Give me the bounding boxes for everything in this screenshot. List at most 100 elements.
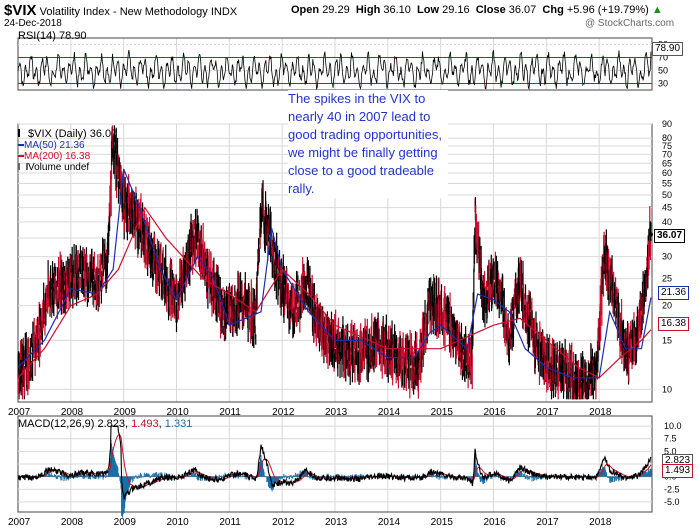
rsi-line	[17, 49, 652, 90]
price-tick-label: 60	[662, 168, 672, 178]
x-tick-label-price: 2011	[219, 407, 241, 418]
x-tick-label-macd: 2011	[219, 517, 241, 528]
price-tick-label: 70	[662, 149, 672, 159]
rsi-badge: 78.90	[652, 42, 684, 56]
x-tick-label-macd: 2008	[61, 517, 84, 528]
low-label: Low	[417, 4, 440, 16]
rsi-tick-label: 50	[658, 66, 668, 76]
volume-bars-icon	[18, 163, 28, 170]
watermark: @ StockCharts.com	[585, 18, 675, 29]
price-tick-label: 45	[662, 203, 672, 213]
x-tick-label-macd: 2018	[589, 517, 612, 528]
x-tick-label-macd: 2017	[536, 517, 559, 528]
price-legend-text: $VIX (Daily) 36.07	[28, 128, 118, 140]
macd-value: 2.823	[97, 418, 126, 430]
price-panel: 90807570656055504540353025201510	[17, 119, 672, 403]
price-legend-main: $VIX (Daily) 36.07	[18, 128, 117, 140]
x-tick-label-macd: 2010	[167, 517, 190, 528]
high-label: High	[355, 4, 381, 16]
rsi-panel: 90705030	[17, 37, 668, 91]
price-tick-label: 75	[662, 141, 672, 151]
volume-legend: Volume undef	[18, 162, 89, 173]
chart-date: 24-Dec-2018	[4, 18, 62, 29]
ma50-legend: MA(50) 21.36	[18, 140, 85, 151]
chg-value: +5.96 (+19.79%)	[566, 4, 649, 16]
line-swatch-icon	[18, 155, 24, 158]
rsi-label: RSI(14)	[18, 30, 56, 42]
hist-value: 1.331	[164, 418, 193, 430]
price-tick-label: 90	[662, 119, 672, 129]
price-tick-label: 10	[662, 384, 672, 394]
macd-tick-label: 7.5	[664, 434, 677, 444]
up-arrow-icon: ▲	[651, 4, 663, 16]
rsi-legend: RSI(14) 78.90	[18, 30, 87, 42]
x-tick-label-price: 2007	[8, 407, 31, 418]
annotation-text: The spikes in the VIX to nearly 40 in 20…	[288, 90, 448, 198]
price-tick-label: 30	[662, 252, 672, 262]
low-value: 29.16	[442, 4, 470, 16]
open-label: Open	[291, 4, 320, 16]
chart-title: $VIX Volatility Index - New Methodology …	[4, 2, 237, 19]
close-value: 36.07	[508, 4, 537, 16]
close-badge: 36.07	[654, 229, 686, 243]
price-tick-label: 65	[662, 158, 672, 168]
price-tick-label: 50	[662, 190, 672, 200]
close-label: Close	[475, 4, 506, 16]
open-value: 29.29	[322, 4, 350, 16]
x-tick-label-price: 2012	[272, 407, 295, 418]
ohlc-bar-icon	[18, 129, 28, 137]
x-tick-label-macd: 2013	[325, 517, 348, 528]
x-tick-label-price: 2014	[378, 407, 401, 418]
macd-line	[17, 425, 652, 500]
exchange: INDX	[210, 6, 238, 18]
x-tick-label-price: 2017	[536, 407, 559, 418]
x-tick-label-price: 2010	[167, 407, 190, 418]
x-tick-label-macd: 2012	[272, 517, 295, 528]
x-tick-label-macd: 2015	[431, 517, 454, 528]
symbol: $VIX	[4, 2, 37, 19]
macd-tick-label: -2.5	[664, 484, 680, 494]
ma200-badge: 16.38	[658, 317, 690, 331]
rsi-value: 78.90	[58, 30, 87, 42]
price-tick-label: 80	[662, 133, 672, 143]
rsi-tick-label: 30	[658, 79, 668, 89]
ma200-line	[17, 206, 652, 379]
price-tick-label: 20	[662, 301, 672, 311]
macd-tick-label: 5.0	[664, 446, 677, 456]
line-swatch-icon	[18, 144, 24, 147]
macd-label: MACD(12,26,9)	[18, 418, 95, 430]
macd-legend: MACD(12,26,9) 2.823, 1.493, 1.331	[18, 418, 193, 430]
ma200-legend: MA(200) 16.38	[18, 151, 90, 162]
x-tick-label-macd: 2007	[8, 517, 31, 528]
x-tick-label-price: 2018	[589, 407, 612, 418]
macd-tick-label: -5.0	[664, 497, 680, 507]
ma50-legend-text: MA(50) 21.36	[24, 140, 85, 151]
macd-panel: 10.07.55.02.50.0-2.5-5.0	[17, 415, 682, 518]
ma50-badge: 21.36	[658, 286, 690, 300]
x-tick-label-macd: 2009	[114, 517, 137, 528]
x-tick-label-price: 2013	[325, 407, 348, 418]
price-tick-label: 55	[662, 178, 672, 188]
x-tick-label-price: 2015	[431, 407, 454, 418]
price-tick-label: 25	[662, 274, 672, 284]
price-tick-label: 15	[662, 335, 672, 345]
x-tick-label-price: 2009	[114, 407, 137, 418]
chg-label: Chg	[542, 4, 564, 16]
signal-badge: 1.493	[662, 464, 694, 478]
rsi-tick-label: 70	[658, 53, 668, 63]
x-tick-label-price: 2016	[484, 407, 507, 418]
ma200-legend-text: MA(200) 16.38	[24, 151, 91, 162]
x-tick-label-price: 2008	[61, 407, 84, 418]
macd-tick-label: 10.0	[664, 421, 682, 431]
index-name: Volatility Index - New Methodology	[39, 6, 208, 18]
ma50-line	[17, 168, 652, 379]
signal-value: 1.493	[131, 418, 159, 430]
last-close-marker	[648, 232, 653, 237]
price-tick-label: 40	[662, 217, 672, 227]
x-axis: 2007 2008 2009 2010 2011 2012 2013 2014 2015 2016…	[8, 407, 612, 528]
high-value: 36.10	[383, 4, 411, 16]
x-tick-label-macd: 2016	[484, 517, 507, 528]
volume-legend-text: Volume undef	[28, 162, 90, 173]
ohlc-bar: Open 29.29 High 36.10 Low 29.16 Close 36…	[291, 4, 663, 16]
